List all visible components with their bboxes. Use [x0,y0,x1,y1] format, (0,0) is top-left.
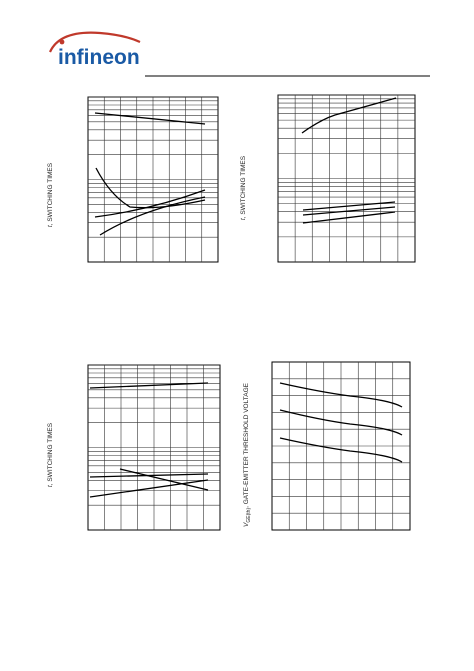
logo: infineon [48,31,141,69]
curve [89,382,209,389]
y-label-text: , SWITCHING TIMES [47,162,54,225]
curve [94,112,206,125]
curve [302,211,396,224]
y-axis-label: t, SWITCHING TIMES [47,162,54,227]
curve [302,206,396,216]
logo-dot [59,39,65,45]
curve [301,97,397,134]
figure [271,361,411,531]
y-label-text: , SWITCHING TIMES [47,422,54,485]
curve [119,468,209,491]
curve [279,437,403,463]
y-label-text: , SWITCHING TIMES [240,155,247,218]
curve [302,201,396,211]
y-label-symbol: t [47,224,54,227]
curve [95,167,206,209]
curve [99,196,206,236]
y-axis-label: t, SWITCHING TIMES [240,155,247,220]
y-label-sub: GE(th) [246,508,252,523]
logo-text: infineon [58,46,140,69]
curve [94,189,206,218]
figure [87,364,221,531]
figure [277,94,416,263]
y-label-symbol: t [240,217,247,220]
y-axis-label: VGE(th), GATE-EMITTER THRESHOLD VOLTAGE [243,382,252,527]
curve [279,409,403,436]
figure [87,96,219,263]
y-axis-label: t, SWITCHING TIMES [47,422,54,487]
curve [279,382,403,408]
logo-swoosh [48,31,141,53]
y-label-text: , GATE-EMITTER THRESHOLD VOLTAGE [243,382,250,508]
y-label-symbol: V [243,522,250,527]
curve [89,479,209,498]
y-label-symbol: t [47,484,54,487]
